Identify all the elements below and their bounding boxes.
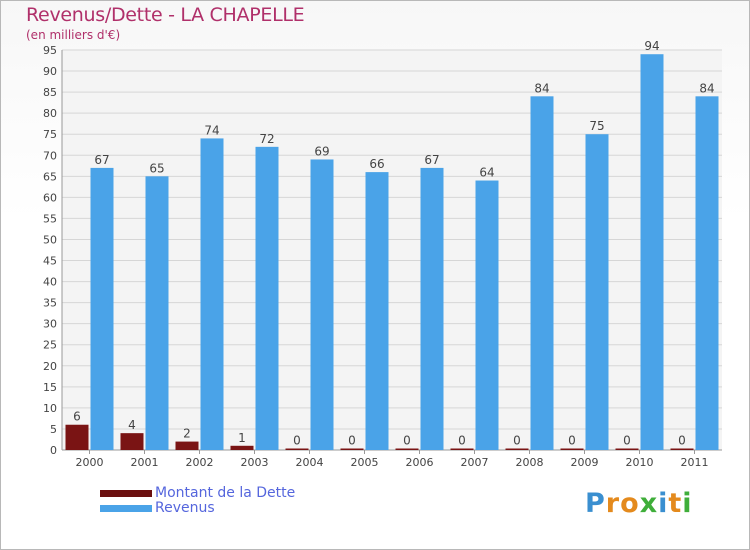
y-tick-label: 0 xyxy=(50,444,57,457)
legend-swatch-revenus xyxy=(100,505,152,512)
y-tick-label: 45 xyxy=(43,255,57,268)
legend-item-dette: Montant de la Dette xyxy=(100,486,295,501)
y-tick-label: 5 xyxy=(50,423,57,436)
bar-dette xyxy=(670,448,694,450)
y-tick-label: 90 xyxy=(43,65,57,78)
logo-letter: P xyxy=(585,488,606,519)
x-tick-label: 2006 xyxy=(406,456,434,469)
x-tick-label: 2009 xyxy=(571,456,599,469)
data-label-revenus: 74 xyxy=(204,123,219,137)
bar-revenus xyxy=(695,96,719,450)
x-tick-label: 2002 xyxy=(186,456,214,469)
chart-subtitle: (en milliers d'€) xyxy=(26,28,121,42)
logo-letter: x xyxy=(639,488,659,519)
y-tick-label: 85 xyxy=(43,86,57,99)
x-tick-label: 2010 xyxy=(626,456,654,469)
logo-letter: i xyxy=(658,488,669,519)
bar-revenus xyxy=(310,159,334,450)
bar-dette xyxy=(395,448,419,450)
bar-dette xyxy=(285,448,309,450)
data-label-revenus: 67 xyxy=(94,153,109,167)
x-tick-label: 2011 xyxy=(681,456,709,469)
y-tick-label: 80 xyxy=(43,107,57,120)
data-label-dette: 0 xyxy=(458,434,466,448)
x-tick-label: 2004 xyxy=(296,456,324,469)
legend-label-revenus: Revenus xyxy=(155,500,215,516)
data-label-dette: 0 xyxy=(293,434,301,448)
y-tick-label: 75 xyxy=(43,128,57,141)
logo-letter: r xyxy=(605,488,621,519)
bar-revenus xyxy=(585,134,609,451)
legend-swatch-dette xyxy=(100,490,152,497)
data-label-dette: 4 xyxy=(128,418,136,432)
bar-revenus xyxy=(475,180,499,451)
bar-revenus xyxy=(200,138,224,450)
legend-item-revenus: Revenus xyxy=(100,501,295,516)
bar-dette xyxy=(340,448,364,450)
bar-revenus xyxy=(530,96,554,450)
bar-dette xyxy=(560,448,584,450)
x-tick-label: 2007 xyxy=(461,456,489,469)
logo-letter: t xyxy=(668,488,683,519)
data-label-dette: 1 xyxy=(238,431,246,445)
data-label-revenus: 94 xyxy=(644,39,659,53)
data-label-revenus: 65 xyxy=(149,161,164,175)
y-tick-label: 70 xyxy=(43,149,57,162)
data-label-dette: 0 xyxy=(403,434,411,448)
y-tick-label: 40 xyxy=(43,276,57,289)
bar-revenus xyxy=(255,146,279,450)
y-tick-label: 25 xyxy=(43,339,57,352)
bar-revenus xyxy=(640,54,664,451)
bar-revenus xyxy=(90,167,114,451)
logo-letter: i xyxy=(682,488,693,519)
data-label-revenus: 67 xyxy=(424,153,439,167)
data-label-dette: 0 xyxy=(513,434,521,448)
bar-revenus xyxy=(365,172,389,450)
data-label-dette: 0 xyxy=(568,434,576,448)
data-label-revenus: 75 xyxy=(589,119,604,133)
data-label-revenus: 84 xyxy=(534,81,549,95)
data-label-dette: 6 xyxy=(73,410,81,424)
x-tick-label: 2001 xyxy=(131,456,159,469)
bar-dette xyxy=(230,445,254,450)
y-tick-label: 50 xyxy=(43,233,57,246)
y-tick-label: 30 xyxy=(43,318,57,331)
y-tick-label: 35 xyxy=(43,297,57,310)
bar-dette xyxy=(175,441,199,450)
data-label-revenus: 72 xyxy=(259,132,274,146)
data-label-revenus: 64 xyxy=(479,166,494,180)
y-tick-label: 60 xyxy=(43,191,57,204)
data-label-dette: 0 xyxy=(348,434,356,448)
y-tick-label: 65 xyxy=(43,170,57,183)
proxiti-logo: Proxiti xyxy=(585,488,693,519)
x-tick-label: 2005 xyxy=(351,456,379,469)
x-tick-label: 2003 xyxy=(241,456,269,469)
y-tick-label: 20 xyxy=(43,360,57,373)
bar-dette xyxy=(505,448,529,450)
x-tick-label: 2008 xyxy=(516,456,544,469)
y-tick-label: 15 xyxy=(43,381,57,394)
bar-dette xyxy=(65,424,89,450)
data-label-revenus: 66 xyxy=(369,157,384,171)
data-label-revenus: 69 xyxy=(314,144,329,158)
y-tick-label: 95 xyxy=(43,44,57,57)
legend: Montant de la Dette Revenus xyxy=(100,486,295,516)
y-tick-label: 10 xyxy=(43,402,57,415)
bar-revenus xyxy=(145,176,169,450)
plot-area xyxy=(62,50,722,450)
logo-letter: o xyxy=(620,488,640,519)
bar-dette xyxy=(450,448,474,450)
bar-revenus xyxy=(420,167,444,451)
chart-title: Revenus/Dette - LA CHAPELLE xyxy=(26,4,305,26)
data-label-dette: 0 xyxy=(623,434,631,448)
y-tick-label: 55 xyxy=(43,212,57,225)
data-label-dette: 2 xyxy=(183,427,191,441)
data-label-dette: 0 xyxy=(678,434,686,448)
data-label-revenus: 84 xyxy=(699,81,714,95)
bar-dette xyxy=(120,433,144,450)
legend-label-dette: Montant de la Dette xyxy=(155,485,296,501)
x-tick-label: 2000 xyxy=(76,456,104,469)
bar-dette xyxy=(615,448,639,450)
